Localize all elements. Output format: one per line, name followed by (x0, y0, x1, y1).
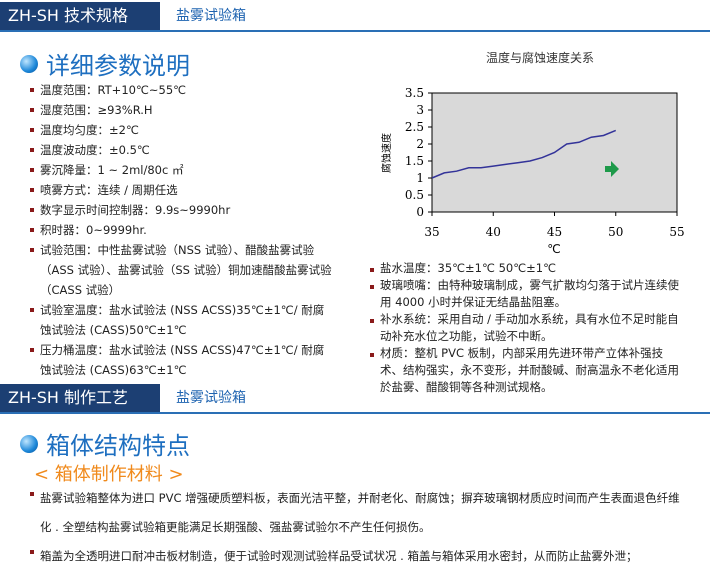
item-text: 试验范围：中性盐雾试验（NSS 试验）、醋酸盐雾试验（ASS 试验）、盐雾试验（… (40, 243, 332, 297)
y-tick-label: 3 (416, 103, 424, 117)
list-item: 试验室温度：盐水试验法 (NSS ACSS)35℃±1℃/ 耐腐蚀试验法 (CA… (30, 300, 335, 340)
y-tick-label: 1 (416, 171, 424, 185)
bullet (30, 492, 34, 496)
list-item: 温度均匀度：±2℃ (30, 120, 335, 140)
item-text: 盐雾试验箱整体为进口 PVC 增强硬质塑料板，表面光洁平整，并耐老化、耐腐蚀；摒… (40, 491, 680, 534)
list-item: 雾沉降量：1 ~ 2ml/80c ㎡ (30, 160, 335, 180)
list-item: 材质：整机 PVC 板制，内部采用先进环带产立体补强技术、结构强实，永不变形，并… (370, 345, 685, 396)
spec-list-right: 盐水温度：35℃±1℃ 50℃±1℃ 玻璃喷嘴：由特种玻璃制成，雾气扩散均匀落于试… (370, 260, 685, 396)
list-item: 积时器：0~9999hr. (30, 220, 335, 240)
list-item: 箱盖为全透明进口耐冲击板材制造，便于试验时观测试验样品受试状况 . 箱盖与箱体采… (30, 542, 690, 571)
bullet-orb (20, 54, 38, 73)
item-text: 补水系统：采用自动 / 手动加水系统，具有水位不足时能自动补充水位之功能，试验不… (380, 312, 679, 343)
bullet (30, 88, 34, 92)
tab-bar: ZH-SH 制作工艺 盐雾试验箱 (0, 384, 710, 414)
paragraph-list: 盐雾试验箱整体为进口 PVC 增强硬质塑料板，表面光洁平整，并耐老化、耐腐蚀；摒… (30, 484, 690, 571)
bullet (30, 188, 34, 192)
x-axis-label: ℃ (547, 242, 560, 256)
list-item: 喷雾方式：连续 / 周期任选 (30, 180, 335, 200)
bullet (370, 268, 374, 272)
heading: 详细参数说明 (46, 52, 190, 80)
x-tick-label: 45 (547, 225, 562, 239)
chart: 温度与腐蚀速度关系 0 0.5 1 1.5 2 2.5 3 3.5 35 40 45 50 55 腐蚀速度 ℃ (380, 50, 685, 256)
list-item: 试验范围：中性盐雾试验（NSS 试验）、醋酸盐雾试验（ASS 试验）、盐雾试验（… (30, 240, 335, 300)
bullet-orb (20, 434, 38, 453)
heading: 箱体结构特点 (46, 432, 190, 460)
item-text: 材质：整机 PVC 板制，内部采用先进环带产立体补强技术、结构强实，永不变形，并… (380, 346, 679, 394)
data-line (431, 129, 617, 179)
item-text: 积时器：0~9999hr. (40, 223, 147, 237)
item-text: 盐水温度：35℃±1℃ 50℃±1℃ (380, 261, 556, 275)
y-tick-label: 2.5 (405, 120, 424, 134)
bullet (30, 308, 34, 312)
bullet (30, 108, 34, 112)
chart-title: 温度与腐蚀速度关系 (486, 50, 594, 65)
bullet (30, 228, 34, 232)
item-text: 温度范围：RT+10℃~55℃ (40, 83, 187, 97)
x-tick-label: 50 (608, 225, 623, 239)
x-tick-label: 40 (486, 225, 501, 239)
tab: ZH-SH 技术规格 (0, 2, 160, 30)
item-text: 喷雾方式：连续 / 周期任选 (40, 183, 178, 197)
y-tick-label: 2 (416, 137, 424, 151)
subheading: < 箱体制作材料 > (34, 464, 184, 485)
y-tick-label: 0 (416, 205, 424, 219)
spec-list: 温度范围：RT+10℃~55℃ 湿度范围：≥93%R.H 温度均匀度：±2℃ 温度波动… (30, 80, 335, 380)
bullet (370, 285, 374, 289)
list-item: 湿度范围：≥93%R.H (30, 100, 335, 120)
y-tick-label: 3.5 (405, 86, 424, 100)
tab-bar: ZH-SH 技术规格 盐雾试验箱 (0, 2, 710, 32)
heading-row: 箱体结构特点 (20, 426, 190, 461)
list-item: 温度波动度：±0.5℃ (30, 140, 335, 160)
list-item: 盐水温度：35℃±1℃ 50℃±1℃ (370, 260, 685, 277)
bullet (370, 353, 374, 357)
arrow-icon (605, 161, 619, 177)
bullet (30, 208, 34, 212)
bullet (30, 148, 34, 152)
item-text: 湿度范围：≥93%R.H (40, 103, 153, 117)
x-tick-label: 35 (424, 225, 439, 239)
list-item: 压力桶温度：盐水试验法 (NSS ACSS)47℃±1℃/ 耐腐蚀试验法 (CA… (30, 340, 335, 380)
bullet (30, 550, 34, 554)
tab: ZH-SH 制作工艺 (0, 384, 160, 412)
list-item: 温度范围：RT+10℃~55℃ (30, 80, 335, 100)
bullet (370, 319, 374, 323)
item-text: 玻璃喷嘴：由特种玻璃制成，雾气扩散均匀落于试片连续使用 4000 小时并保证无结… (380, 278, 679, 309)
bullet (30, 128, 34, 132)
x-tick-label: 55 (669, 225, 684, 239)
y-tick-label: 1.5 (405, 154, 424, 168)
item-text: 温度均匀度：±2℃ (40, 123, 139, 137)
item-text: 箱盖为全透明进口耐冲击板材制造，便于试验时观测试验样品受试状况 . 箱盖与箱体采… (40, 549, 638, 563)
item-text: 温度波动度：±0.5℃ (40, 143, 150, 157)
item-text: 数字显示时间控制器：9.9s~9990hr (40, 203, 231, 217)
item-text: 雾沉降量：1 ~ 2ml/80c ㎡ (40, 163, 184, 177)
list-item: 盐雾试验箱整体为进口 PVC 增强硬质塑料板，表面光洁平整，并耐老化、耐腐蚀；摒… (30, 484, 690, 542)
list-item: 补水系统：采用自动 / 手动加水系统，具有水位不足时能自动补充水位之功能，试验不… (370, 311, 685, 345)
item-text: 试验室温度：盐水试验法 (NSS ACSS)35℃±1℃/ 耐腐蚀试验法 (CA… (40, 303, 325, 337)
list-item: 玻璃喷嘴：由特种玻璃制成，雾气扩散均匀落于试片连续使用 4000 小时并保证无结… (370, 277, 685, 311)
list-item: 数字显示时间控制器：9.9s~9990hr (30, 200, 335, 220)
tab-subtitle: 盐雾试验箱 (176, 8, 246, 24)
bullet (30, 248, 34, 252)
heading-row: 详细参数说明 (20, 46, 190, 81)
bullet (30, 348, 34, 352)
y-tick-label: 0.5 (405, 188, 424, 202)
bullet (30, 168, 34, 172)
tab-subtitle: 盐雾试验箱 (176, 390, 246, 406)
item-text: 压力桶温度：盐水试验法 (NSS ACSS)47℃±1℃/ 耐腐蚀试验法 (CA… (40, 343, 325, 377)
y-axis-label: 腐蚀速度 (380, 133, 393, 173)
